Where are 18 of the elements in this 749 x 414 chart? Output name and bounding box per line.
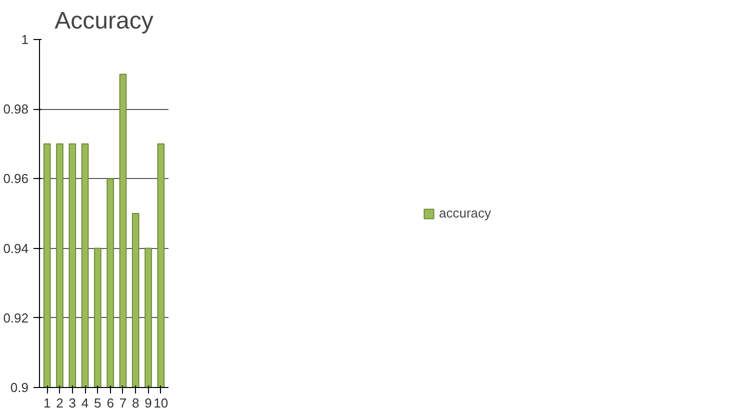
chart-title: Accuracy	[54, 8, 154, 34]
y-tick-label: 0.92	[3, 310, 29, 326]
y-tick-label: 0.98	[3, 102, 29, 117]
x-tick-label: 8	[132, 396, 140, 410]
y-tick-label: 0.94	[3, 240, 29, 256]
x-tick-label: 6	[106, 396, 114, 410]
x-tick-label: 7	[119, 396, 127, 410]
y-tick-label: 0.96	[3, 171, 29, 186]
y-tick-label: 1	[21, 32, 29, 47]
x-tick-label: 1	[43, 396, 51, 410]
x-tick-label: 9	[144, 396, 152, 410]
x-tick-label: 5	[94, 396, 102, 410]
legend-label: accuracy	[438, 206, 492, 220]
x-tick-label: 2	[56, 396, 64, 410]
y-tick-label: 0.9	[10, 380, 29, 395]
x-tick-label: 4	[81, 396, 89, 410]
x-tick-label: 3	[68, 396, 76, 410]
x-tick-label: 10	[154, 396, 168, 410]
